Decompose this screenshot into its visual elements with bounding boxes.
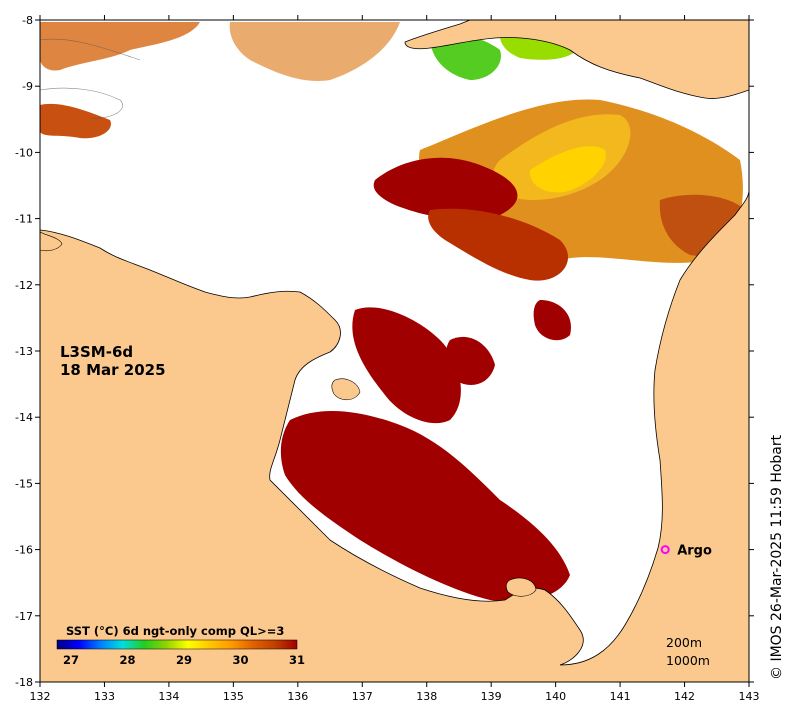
y-axis: -8 -9 -10 -11 -12 -13 -14 -15 -16 -17 -18 (15, 14, 754, 689)
x-tick-label: 143 (739, 690, 760, 703)
sst-patch (229, 22, 400, 81)
y-tick-label: -14 (15, 411, 33, 424)
x-tick-label: 134 (158, 690, 179, 703)
argo-label: Argo (677, 544, 712, 559)
x-tick-label: 141 (610, 690, 631, 703)
y-tick-label: -9 (22, 80, 33, 93)
y-tick-label: -15 (15, 477, 33, 490)
contour-1000m (40, 38, 141, 61)
x-axis: 132 133 134 135 136 137 138 139 140 141 142 143 (30, 15, 760, 703)
colorbar-tick-label: 28 (119, 653, 135, 667)
colorbar-tick-label: 27 (63, 653, 79, 667)
colorbar-tick-label: 29 (176, 653, 192, 667)
argo-float-marker[interactable] (660, 545, 670, 555)
y-tick-label: -10 (15, 146, 33, 159)
contour-200m (40, 87, 123, 119)
product-name: L3SM-6d (60, 343, 133, 361)
x-tick-label: 132 (30, 690, 51, 703)
sst-patch (533, 300, 571, 341)
land-new-guinea (404, 20, 749, 99)
colorbar-title: SST (°C) 6d ngt-only comp QL>=3 (66, 624, 284, 638)
y-tick-label: -8 (22, 14, 33, 27)
sst-patch (445, 336, 495, 385)
x-tick-label: 142 (674, 690, 695, 703)
y-tick-label: -13 (15, 345, 33, 358)
land-island (331, 378, 361, 401)
sst-patch (430, 34, 501, 80)
depth-contours (40, 38, 141, 119)
depth-legend-200m: 200m (666, 635, 702, 650)
sst-patch (280, 410, 570, 602)
product-date: 18 Mar 2025 (60, 361, 166, 379)
y-tick-label: -16 (15, 544, 33, 557)
y-tick-label: -12 (15, 279, 33, 292)
x-tick-label: 140 (545, 690, 566, 703)
map-content (40, 20, 749, 682)
depth-legend-1000m: 1000m (666, 653, 710, 668)
y-tick-label: -11 (15, 213, 33, 226)
x-tick-label: 139 (481, 690, 502, 703)
x-tick-label: 135 (223, 690, 244, 703)
sst-patch (529, 146, 606, 193)
y-tick-label: -18 (15, 676, 33, 689)
colorbar (56, 639, 298, 650)
credit-text: © IMOS 26-Mar-2025 11:59 Hobart (769, 434, 785, 680)
x-tick-label: 133 (94, 690, 115, 703)
sst-patch (352, 307, 461, 424)
land-island (40, 231, 63, 252)
x-tick-label: 138 (416, 690, 437, 703)
sst-patch (40, 103, 111, 139)
y-tick-label: -17 (15, 610, 33, 623)
land-australia (40, 189, 749, 682)
land-layer (40, 20, 749, 682)
colorbar-ticks: 27 28 29 30 31 (63, 653, 305, 667)
land-island (505, 577, 537, 597)
sst-layer (40, 22, 745, 634)
colorbar-tick-label: 31 (289, 653, 305, 667)
sst-patch (428, 208, 569, 281)
colorbar-tick-label: 30 (232, 653, 248, 667)
sst-patch (373, 157, 518, 220)
x-tick-label: 137 (352, 690, 373, 703)
sst-patch (40, 22, 200, 71)
x-tick-label: 136 (287, 690, 308, 703)
